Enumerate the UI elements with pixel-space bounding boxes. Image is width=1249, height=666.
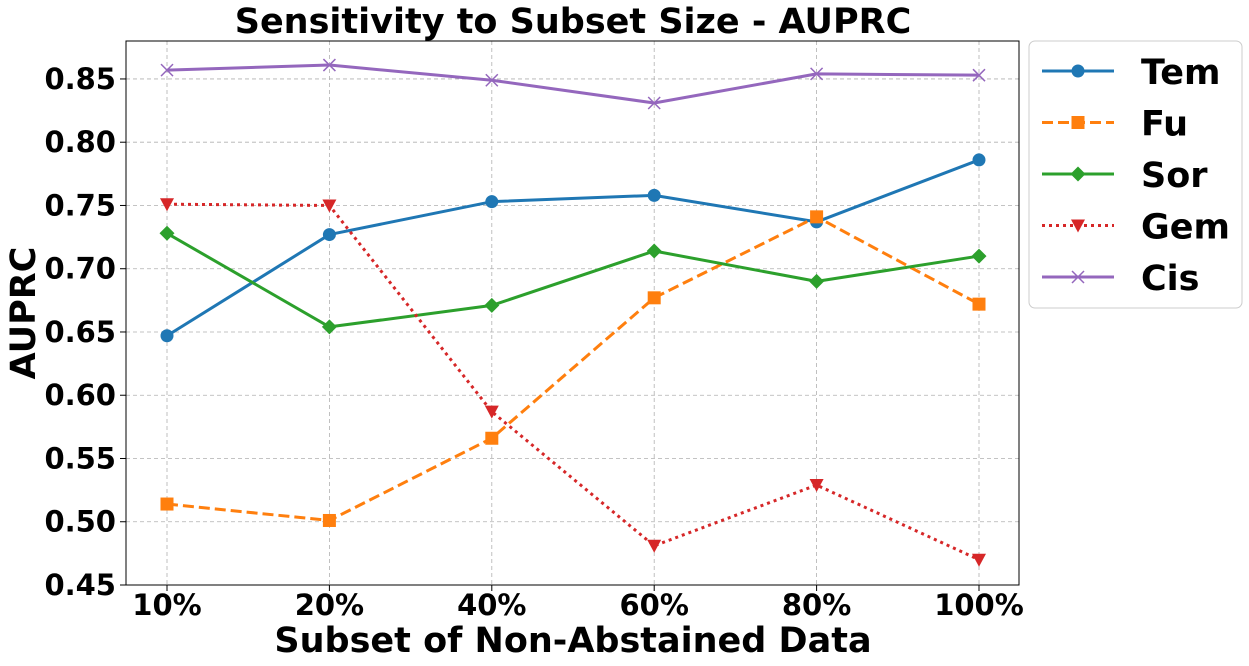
x-marker-stroke bbox=[647, 96, 661, 110]
x-tick-label: 60% bbox=[619, 588, 688, 622]
series-fu bbox=[160, 210, 986, 527]
y-tick-label: 0.70 bbox=[44, 252, 116, 286]
data-point-cis bbox=[160, 63, 174, 77]
legend-item-gem: Gem bbox=[1042, 208, 1230, 248]
data-point-gem bbox=[322, 199, 337, 213]
data-point-gem bbox=[809, 479, 824, 493]
data-point-gem bbox=[160, 198, 174, 212]
x-marker-stroke bbox=[160, 63, 174, 77]
legend-item-tem: Tem bbox=[1042, 53, 1220, 93]
data-point-sor bbox=[809, 273, 825, 289]
data-point-cis bbox=[485, 73, 499, 87]
x-marker-stroke bbox=[972, 68, 986, 82]
data-point-cis bbox=[810, 67, 824, 81]
series-line-sor bbox=[166, 231, 980, 329]
x-marker-stroke bbox=[810, 67, 824, 81]
x-marker-stroke bbox=[485, 73, 499, 87]
grid-lines bbox=[126, 41, 1019, 586]
legend: Tem Fu Sor Gem Cis bbox=[1028, 40, 1243, 309]
data-point-sor bbox=[321, 319, 337, 335]
y-tick-label: 0.65 bbox=[44, 315, 116, 349]
x-marker-stroke bbox=[322, 58, 336, 72]
data-point-sor bbox=[646, 243, 662, 259]
data-point-gem bbox=[484, 405, 499, 419]
legend-label-gem: Gem bbox=[1141, 208, 1230, 248]
data-point-sor bbox=[159, 225, 175, 241]
data-point-gem bbox=[972, 553, 986, 567]
data-point-cis bbox=[322, 58, 336, 72]
legend-marker-tem bbox=[1071, 64, 1085, 78]
x-tick-label: 100% bbox=[934, 588, 1024, 622]
legend-marker-fu bbox=[1071, 116, 1085, 129]
legend-marker-gem bbox=[1071, 219, 1085, 233]
y-tick-label: 0.60 bbox=[44, 378, 116, 412]
legend-label-sor: Sor bbox=[1141, 156, 1208, 196]
legend-label-fu: Fu bbox=[1141, 105, 1188, 145]
series-line-tem bbox=[166, 158, 980, 338]
x-tick-label: 80% bbox=[782, 588, 851, 622]
series-gem bbox=[160, 198, 986, 567]
data-point-tem bbox=[160, 329, 174, 343]
data-point-sor bbox=[971, 248, 987, 264]
legend-label-cis: Cis bbox=[1141, 259, 1200, 299]
data-point-fu bbox=[160, 497, 174, 511]
data-point-fu bbox=[485, 431, 499, 445]
legend-item-fu: Fu bbox=[1042, 105, 1188, 145]
data-point-sor bbox=[484, 297, 500, 313]
y-tick-label: 0.75 bbox=[44, 188, 116, 222]
y-tick-label: 0.45 bbox=[44, 568, 116, 602]
x-tick-label: 20% bbox=[295, 588, 364, 622]
series-cis bbox=[160, 58, 986, 110]
series-tem bbox=[160, 153, 986, 343]
data-point-fu bbox=[647, 291, 661, 305]
x-tick-label: 10% bbox=[132, 588, 201, 622]
data-point-fu bbox=[810, 210, 824, 224]
data-point-tem bbox=[972, 153, 986, 167]
y-axis-ticks: 0.45 0.50 0.55 0.60 0.65 0.70 0.75 0.80 0.85 bbox=[44, 62, 126, 602]
data-point-cis bbox=[972, 68, 986, 82]
data-point-gem bbox=[647, 539, 662, 553]
series-line-fu bbox=[166, 215, 980, 522]
y-tick-label: 0.55 bbox=[44, 441, 116, 475]
legend-marker-cis bbox=[1071, 270, 1085, 284]
x-marker-stroke bbox=[1071, 270, 1085, 284]
data-point-tem bbox=[485, 195, 499, 209]
y-axis-label: AUPRC bbox=[4, 247, 44, 380]
data-point-fu bbox=[322, 513, 336, 527]
plot-area bbox=[159, 58, 987, 567]
series-line-cis bbox=[166, 63, 980, 105]
chart-title: Sensitivity to Subset Size - AUPRC bbox=[235, 2, 912, 42]
x-tick-label: 40% bbox=[457, 588, 526, 622]
data-point-tem bbox=[322, 228, 336, 242]
legend-label-tem: Tem bbox=[1141, 53, 1220, 93]
legend-item-sor: Sor bbox=[1042, 156, 1208, 196]
data-point-fu bbox=[972, 297, 986, 311]
y-tick-label: 0.85 bbox=[44, 62, 116, 96]
x-axis-ticks: 10% 20% 40% 60% 80% 100% bbox=[132, 585, 1024, 622]
data-point-cis bbox=[647, 96, 661, 110]
legend-item-cis: Cis bbox=[1042, 259, 1200, 299]
y-tick-label: 0.80 bbox=[44, 125, 116, 159]
legend-frame bbox=[1028, 40, 1243, 309]
data-point-tem bbox=[647, 188, 661, 202]
series-line-gem bbox=[166, 202, 980, 562]
x-axis-label: Subset of Non-Abstained Data bbox=[274, 621, 871, 661]
legend-marker-sor bbox=[1070, 166, 1086, 182]
y-tick-label: 0.50 bbox=[44, 505, 116, 539]
plot-frame bbox=[125, 40, 1020, 586]
series-sor bbox=[159, 225, 987, 335]
